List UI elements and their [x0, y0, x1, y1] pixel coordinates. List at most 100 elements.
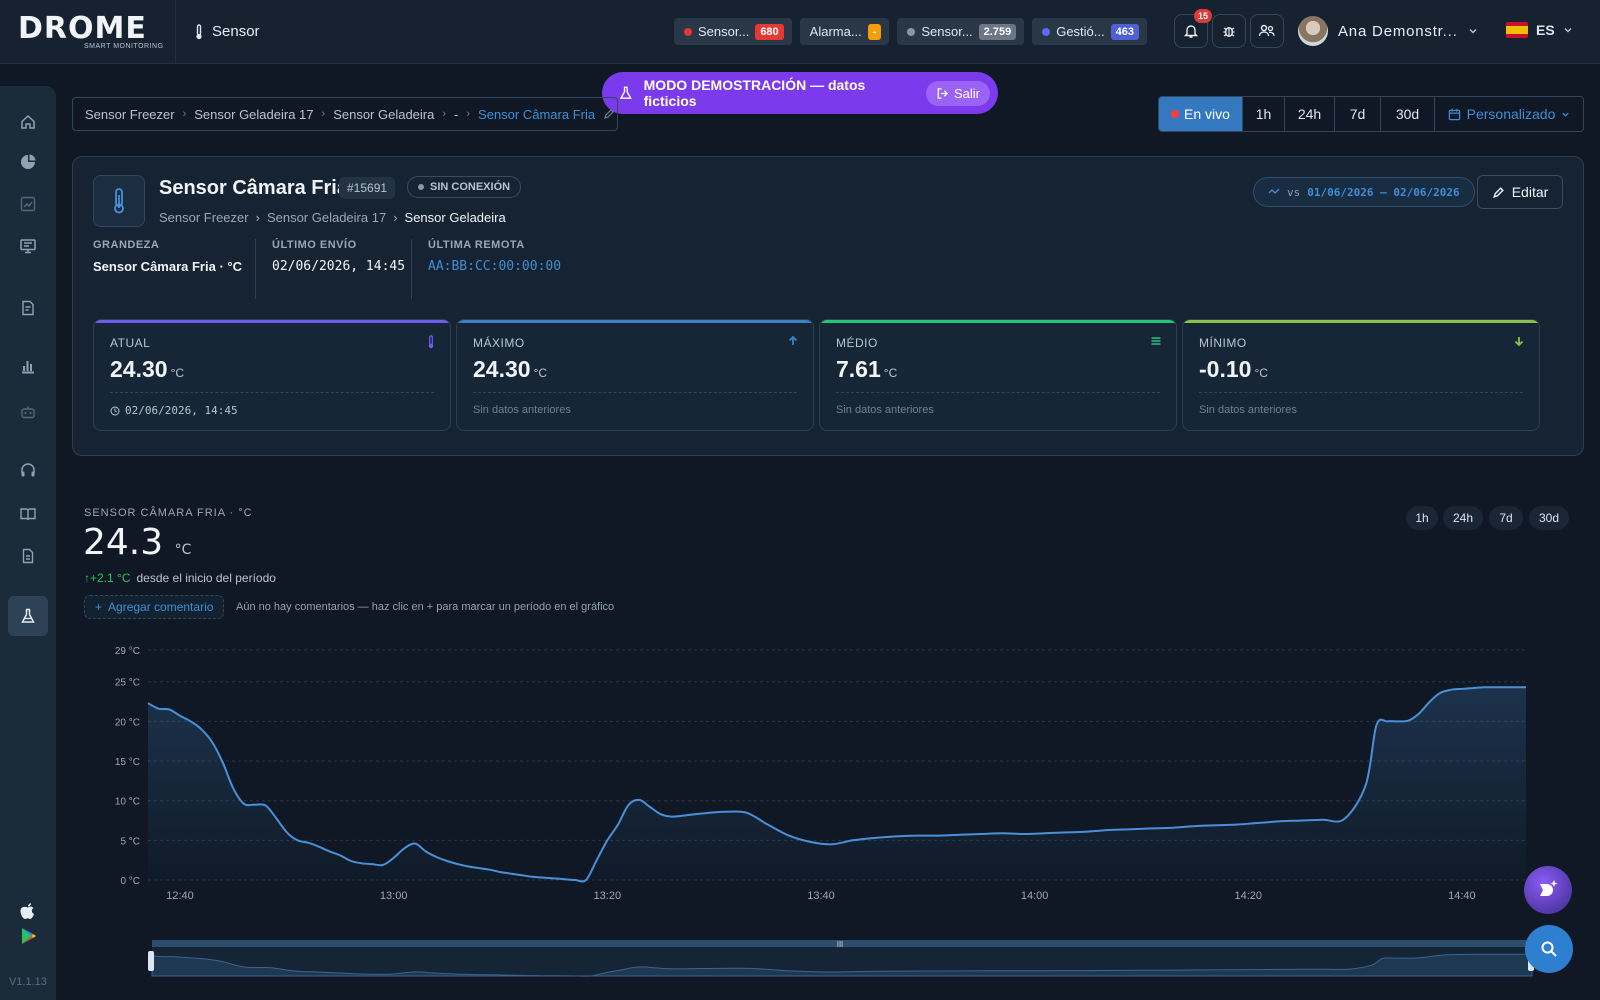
navigator-left-handle[interactable] [148, 951, 154, 971]
navigator-grip-icon[interactable]: ||| [837, 940, 843, 949]
search-fab-button[interactable] [1525, 925, 1573, 973]
stat-unit: °C [883, 366, 898, 380]
breadcrumb-item[interactable]: - [454, 106, 459, 122]
sidebar-item-support[interactable] [8, 450, 48, 490]
chart-range-24h[interactable]: 24h [1443, 506, 1483, 530]
exit-demo-button[interactable]: Salir [925, 80, 990, 106]
bug-icon [1223, 26, 1235, 38]
sidebar: V1.1.13 [0, 86, 56, 1000]
notifications-button[interactable]: 15 [1174, 9, 1212, 48]
sensor-name: Sensor Câmara Fria [159, 177, 348, 199]
chart-range-30d[interactable]: 30d [1529, 506, 1569, 530]
sidebar-item-android-app[interactable] [8, 916, 48, 956]
add-comment-button[interactable]: + Agregar comentario [84, 595, 225, 619]
pencil-icon[interactable] [603, 108, 615, 120]
series-area [148, 687, 1526, 882]
sidebar-item-analytics[interactable] [8, 184, 48, 224]
sidebar-item-monitor[interactable] [8, 226, 48, 266]
meta-remote: ÚLTIMA REMOTA AA:BB:CC:00:00:00 [428, 239, 561, 274]
assistant-button[interactable] [1524, 866, 1572, 914]
x-tick-label: 13:20 [594, 890, 622, 902]
sidebar-item-documents[interactable] [8, 536, 48, 576]
sensor-path-item[interactable]: Sensor Geladeira 17 [266, 210, 387, 225]
sensor-path-item[interactable]: Sensor Geladeira [404, 210, 506, 225]
sidebar-item-ios-app[interactable] [8, 892, 48, 932]
pill-sensors-offline[interactable]: Sensor... 680 [674, 18, 792, 45]
book-open-icon [20, 508, 36, 521]
pill-management[interactable]: Gestió... 463 [1032, 18, 1147, 45]
range-7d[interactable]: 7d [1335, 97, 1381, 131]
meta-label: GRANDEZA [93, 239, 160, 251]
chart-range-7d[interactable]: 7d [1489, 506, 1523, 530]
chart-range-1h[interactable]: 1h [1406, 506, 1438, 530]
series-line [147, 686, 1526, 883]
compare-range-button[interactable]: vs 01/06/2026 — 02/06/2026 [1253, 177, 1475, 207]
stat-max: MÁXIMO 24.30 °C Sin datos anteriores [456, 319, 814, 431]
current-value-number: 24.3 [83, 522, 164, 563]
compare-icon [1268, 188, 1280, 194]
stat-value: 7.61 °C [836, 356, 897, 383]
stat-value: 24.30 °C [473, 356, 547, 383]
sensor-icon [93, 175, 145, 227]
range-24h[interactable]: 24h [1285, 97, 1335, 131]
pill-alarms[interactable]: Alarma... - [799, 18, 890, 45]
pill-label: Alarma... [809, 24, 862, 39]
comment-hint: Aún no hay comentarios — haz clic en + p… [236, 601, 615, 613]
y-tick-label: 15 °C [115, 757, 140, 768]
pill-sensors-total[interactable]: Sensor... 2.759 [897, 18, 1025, 45]
divider [411, 239, 412, 299]
notification-count-badge: 15 [1193, 9, 1212, 23]
delta-text: desde el inicio del período [136, 571, 276, 585]
pencil-icon [1492, 186, 1504, 198]
sidebar-item-dashboard[interactable] [8, 142, 48, 182]
y-tick-label: 20 °C [115, 717, 140, 728]
sidebar-item-reports[interactable] [8, 288, 48, 328]
stat-accent-bar [457, 320, 813, 323]
users-button[interactable] [1250, 14, 1284, 48]
range-30d[interactable]: 30d [1381, 97, 1435, 131]
breadcrumb-item[interactable]: Sensor Geladeira 17 [194, 106, 314, 122]
stat-accent-bar [820, 320, 1176, 323]
meta-value-mac[interactable]: AA:BB:CC:00:00:00 [428, 259, 562, 274]
page-title: Sensor [194, 23, 260, 40]
stat-footer-text: 02/06/2026, 14:45 [125, 404, 238, 417]
y-axis: 0 °C 5 °C 10 °C 15 °C 20 °C 25 °C 29 °C [115, 646, 140, 887]
breadcrumb-item[interactable]: Sensor Geladeira [333, 106, 435, 122]
breadcrumb-separator-icon: › [393, 210, 398, 225]
time-range-selector: En vivo 1h 24h 7d 30d Personalizado [1158, 96, 1584, 132]
range-custom[interactable]: Personalizado [1435, 97, 1583, 131]
compare-range: 01/06/2026 — 02/06/2026 [1307, 185, 1460, 199]
temperature-line-chart[interactable]: 0 °C5 °C10 °C15 °C20 °C25 °C29 °C 12:40 1… [84, 636, 1534, 986]
sensor-path-item[interactable]: Sensor Freezer [159, 210, 249, 225]
language-selector[interactable]: ES [1506, 22, 1573, 38]
sidebar-item-home[interactable] [8, 102, 48, 142]
meta-value: 02/06/2026, 14:45 [272, 259, 406, 274]
stat-accent-bar [94, 320, 450, 323]
user-menu[interactable]: Ana Demonstr... [1298, 16, 1478, 46]
breadcrumb-current: Sensor Câmara Fria [478, 106, 596, 122]
logo[interactable]: DROME SMART MONITORING [0, 0, 176, 64]
stat-unit: °C [533, 366, 548, 380]
sidebar-item-demo-lab[interactable] [8, 596, 48, 636]
y-tick-label: 25 °C [115, 678, 140, 689]
x-tick-label: 14:40 [1448, 890, 1476, 902]
sidebar-item-docs[interactable] [8, 494, 48, 534]
bug-report-button[interactable] [1212, 14, 1246, 48]
breadcrumb-separator-icon: › [255, 210, 260, 225]
status-text: SIN CONEXIÓN [430, 181, 511, 193]
sidebar-item-statistics[interactable] [8, 346, 48, 386]
edit-button[interactable]: Editar [1477, 175, 1563, 209]
range-1h[interactable]: 1h [1243, 97, 1285, 131]
app-version: V1.1.13 [9, 976, 47, 988]
y-tick-label: 0 °C [120, 876, 140, 887]
google-play-icon [22, 928, 36, 944]
chart-grid [148, 649, 1526, 881]
arrow-up-icon [788, 335, 798, 345]
breadcrumb-item[interactable]: Sensor Freezer [85, 106, 175, 122]
stat-unit: °C [1254, 366, 1268, 380]
navigator-track[interactable] [152, 940, 1532, 947]
pill-badge: - [867, 23, 882, 40]
clock-icon [110, 406, 120, 415]
sidebar-item-automation[interactable] [8, 392, 48, 432]
live-button[interactable]: En vivo [1159, 97, 1243, 131]
